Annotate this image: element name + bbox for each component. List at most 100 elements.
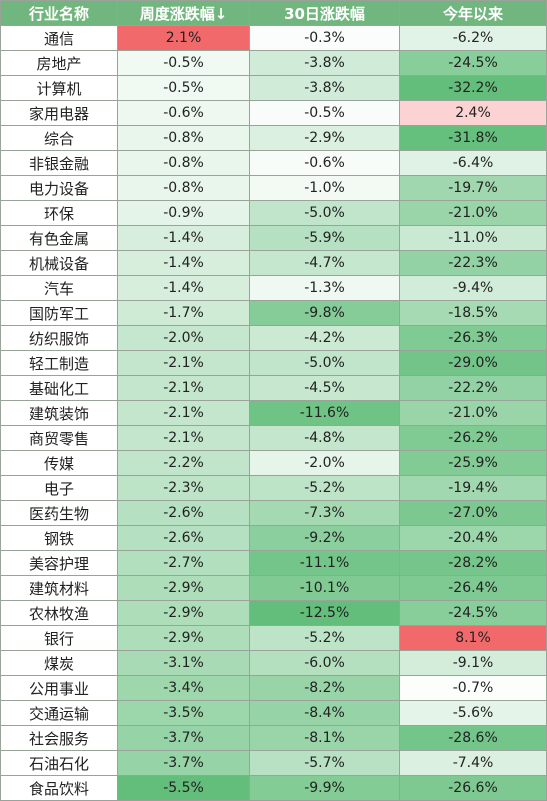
table-row: 美容护理 -2.7% -11.1% -28.2% — [0, 550, 547, 576]
weekly-change-cell: -1.4% — [117, 275, 250, 301]
ytd-change-cell: -26.3% — [399, 325, 547, 351]
ytd-change-cell: -26.4% — [399, 575, 547, 601]
ytd-change-cell: -28.2% — [399, 550, 547, 576]
industry-name-cell: 纺织服饰 — [0, 325, 118, 351]
weekly-change-cell: -2.1% — [117, 375, 250, 401]
weekly-change-cell: -3.1% — [117, 650, 250, 676]
ytd-change-cell: -26.6% — [399, 775, 547, 801]
30day-change-cell: -1.3% — [249, 275, 400, 301]
ytd-change-cell: -9.1% — [399, 650, 547, 676]
weekly-change-cell: -0.5% — [117, 50, 250, 76]
weekly-change-cell: -2.7% — [117, 550, 250, 576]
ytd-change-cell: -25.9% — [399, 450, 547, 476]
30day-change-cell: -9.8% — [249, 300, 400, 326]
ytd-change-cell: -22.3% — [399, 250, 547, 276]
30day-change-cell: -5.0% — [249, 350, 400, 376]
industry-name-cell: 农林牧渔 — [0, 600, 118, 626]
30day-change-cell: -4.2% — [249, 325, 400, 351]
industry-name-cell: 煤炭 — [0, 650, 118, 676]
industry-name-cell: 公用事业 — [0, 675, 118, 701]
table-row: 纺织服饰 -2.0% -4.2% -26.3% — [0, 325, 547, 351]
header-weekly-change[interactable]: 周度涨跌幅↓ — [117, 0, 250, 26]
table-row: 家用电器 -0.6% -0.5% 2.4% — [0, 100, 547, 126]
weekly-change-cell: -0.5% — [117, 75, 250, 101]
table-row: 国防军工 -1.7% -9.8% -18.5% — [0, 300, 547, 326]
industry-name-cell: 非银金融 — [0, 150, 118, 176]
table-row: 交通运输 -3.5% -8.4% -5.6% — [0, 700, 547, 726]
weekly-change-cell: -2.1% — [117, 400, 250, 426]
header-industry-name[interactable]: 行业名称 — [0, 0, 118, 26]
table-row: 公用事业 -3.4% -8.2% -0.7% — [0, 675, 547, 701]
30day-change-cell: -9.2% — [249, 525, 400, 551]
weekly-change-cell: -5.5% — [117, 775, 250, 801]
30day-change-cell: -0.6% — [249, 150, 400, 176]
ytd-change-cell: -0.7% — [399, 675, 547, 701]
table-row: 通信 2.1% -0.3% -6.2% — [0, 25, 547, 51]
ytd-change-cell: -21.0% — [399, 400, 547, 426]
table-row: 传媒 -2.2% -2.0% -25.9% — [0, 450, 547, 476]
weekly-change-cell: -3.4% — [117, 675, 250, 701]
weekly-change-cell: -3.5% — [117, 700, 250, 726]
30day-change-cell: -4.5% — [249, 375, 400, 401]
30day-change-cell: -5.2% — [249, 475, 400, 501]
industry-name-cell: 基础化工 — [0, 375, 118, 401]
industry-name-cell: 商贸零售 — [0, 425, 118, 451]
ytd-change-cell: -9.4% — [399, 275, 547, 301]
industry-name-cell: 有色金属 — [0, 225, 118, 251]
industry-name-cell: 综合 — [0, 125, 118, 151]
industry-name-cell: 轻工制造 — [0, 350, 118, 376]
table-row: 煤炭 -3.1% -6.0% -9.1% — [0, 650, 547, 676]
weekly-change-cell: -2.1% — [117, 425, 250, 451]
ytd-change-cell: 2.4% — [399, 100, 547, 126]
weekly-change-cell: -2.1% — [117, 350, 250, 376]
header-ytd-change[interactable]: 今年以来 — [399, 0, 547, 26]
header-row: 行业名称 周度涨跌幅↓ 30日涨跌幅 今年以来 — [0, 0, 547, 26]
weekly-change-cell: -2.2% — [117, 450, 250, 476]
ytd-change-cell: -21.0% — [399, 200, 547, 226]
ytd-change-cell: -7.4% — [399, 750, 547, 776]
header-30day-change[interactable]: 30日涨跌幅 — [249, 0, 400, 26]
industry-name-cell: 环保 — [0, 200, 118, 226]
industry-name-cell: 社会服务 — [0, 725, 118, 751]
table-row: 银行 -2.9% -5.2% 8.1% — [0, 625, 547, 651]
weekly-change-cell: -0.8% — [117, 175, 250, 201]
30day-change-cell: -5.9% — [249, 225, 400, 251]
table-row: 石油石化 -3.7% -5.7% -7.4% — [0, 750, 547, 776]
table-row: 电力设备 -0.8% -1.0% -19.7% — [0, 175, 547, 201]
30day-change-cell: -8.2% — [249, 675, 400, 701]
table-row: 基础化工 -2.1% -4.5% -22.2% — [0, 375, 547, 401]
ytd-change-cell: -26.2% — [399, 425, 547, 451]
weekly-change-cell: -2.9% — [117, 600, 250, 626]
table-row: 环保 -0.9% -5.0% -21.0% — [0, 200, 547, 226]
industry-name-cell: 机械设备 — [0, 250, 118, 276]
table-row: 食品饮料 -5.5% -9.9% -26.6% — [0, 775, 547, 801]
weekly-change-cell: 2.1% — [117, 25, 250, 51]
weekly-change-cell: -2.3% — [117, 475, 250, 501]
table-row: 机械设备 -1.4% -4.7% -22.3% — [0, 250, 547, 276]
table-row: 医药生物 -2.6% -7.3% -27.0% — [0, 500, 547, 526]
ytd-change-cell: -27.0% — [399, 500, 547, 526]
weekly-change-cell: -0.6% — [117, 100, 250, 126]
industry-name-cell: 通信 — [0, 25, 118, 51]
ytd-change-cell: -32.2% — [399, 75, 547, 101]
30day-change-cell: -0.3% — [249, 25, 400, 51]
ytd-change-cell: -24.5% — [399, 600, 547, 626]
table-row: 建筑材料 -2.9% -10.1% -26.4% — [0, 575, 547, 601]
table-row: 钢铁 -2.6% -9.2% -20.4% — [0, 525, 547, 551]
30day-change-cell: -7.3% — [249, 500, 400, 526]
industry-name-cell: 美容护理 — [0, 550, 118, 576]
30day-change-cell: -4.8% — [249, 425, 400, 451]
30day-change-cell: -9.9% — [249, 775, 400, 801]
30day-change-cell: -0.5% — [249, 100, 400, 126]
ytd-change-cell: -6.2% — [399, 25, 547, 51]
table-row: 非银金融 -0.8% -0.6% -6.4% — [0, 150, 547, 176]
industry-name-cell: 银行 — [0, 625, 118, 651]
ytd-change-cell: -6.4% — [399, 150, 547, 176]
30day-change-cell: -1.0% — [249, 175, 400, 201]
ytd-change-cell: -11.0% — [399, 225, 547, 251]
industry-name-cell: 建筑材料 — [0, 575, 118, 601]
weekly-change-cell: -3.7% — [117, 725, 250, 751]
30day-change-cell: -3.8% — [249, 75, 400, 101]
table-row: 有色金属 -1.4% -5.9% -11.0% — [0, 225, 547, 251]
